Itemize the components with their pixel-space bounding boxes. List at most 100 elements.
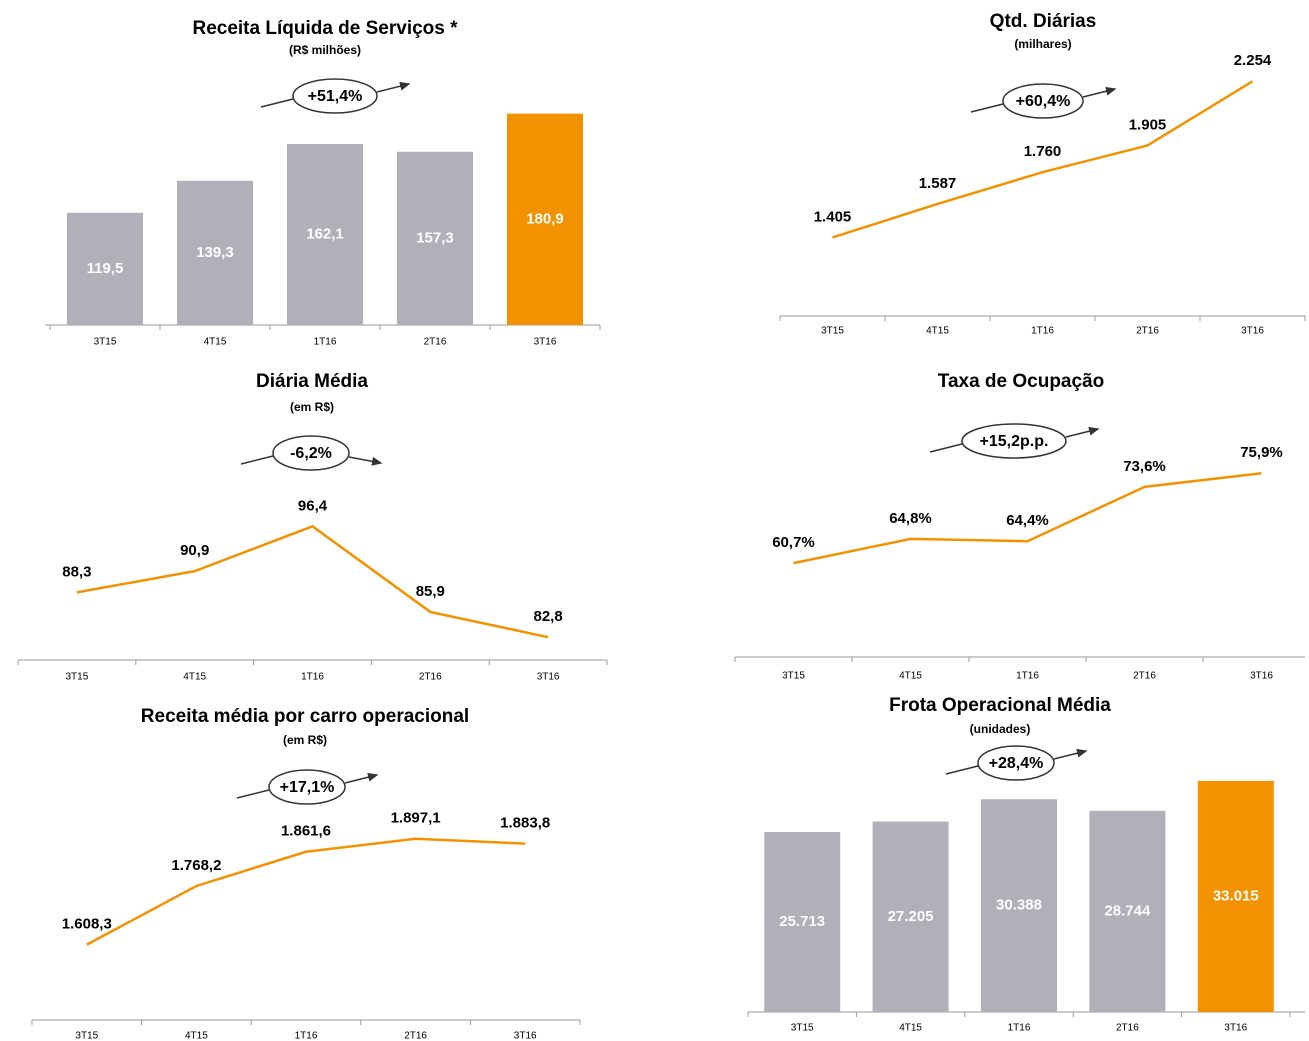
value-label: 85,9 [416,583,445,600]
x-tick-label: 3T16 [1224,1023,1247,1034]
x-tick-label: 3T16 [537,672,560,683]
value-label: 2.254 [1234,52,1272,69]
x-tick-label: 2T16 [1136,326,1159,337]
value-label: 73,6% [1123,458,1166,475]
x-tick-label: 3T15 [94,337,117,348]
value-label: 162,1 [306,225,344,242]
value-label: 75,9% [1240,444,1283,461]
bar [507,113,583,325]
value-label: 25.713 [779,913,825,930]
value-label: 1.760 [1024,143,1062,160]
value-label: 119,5 [87,260,124,277]
annotation-text: +51,4% [308,88,363,105]
value-label: 1.587 [919,175,957,192]
x-tick-label: 4T15 [899,1023,922,1034]
bar [397,151,473,325]
x-tick-label: 1T16 [1016,671,1039,682]
x-tick-label: 2T16 [419,672,442,683]
value-label: 180,9 [526,210,564,227]
annotation-line [970,103,1004,113]
bar [67,212,143,325]
value-label: 60,7% [772,534,815,551]
x-tick-label: 2T16 [1133,671,1156,682]
x-tick-label: 4T15 [204,337,227,348]
value-label: 1.897,1 [391,810,441,827]
value-label: 90,9 [180,542,209,559]
bar [872,821,949,1012]
chart-title: Diária Média [256,371,368,392]
annotation-line [945,765,979,775]
bar [287,143,363,325]
x-tick-label: 2T16 [424,337,447,348]
x-tick-label: 3T15 [791,1023,814,1034]
annotation-arrow [348,456,383,466]
value-label: 1.608,3 [62,916,112,933]
annotation-ellipse [292,78,378,114]
annotation-text: +15,2p.p. [980,433,1049,450]
chart-title: Frota Operacional Média [889,695,1111,716]
x-tick-label: 3T15 [75,1031,98,1041]
value-label: 64,4% [1006,512,1049,529]
value-label: 1.883,8 [500,815,550,832]
value-label: 28.744 [1104,902,1151,919]
value-label: 82,8 [533,608,562,625]
value-label: 139,3 [196,244,234,261]
annotation-ellipse [1002,83,1084,119]
annotation-arrow [1082,86,1117,98]
line [86,837,526,946]
annotation-arrow [1053,748,1088,760]
x-tick-label: 1T16 [301,672,324,683]
chart-title: Receita média por carro operacional [141,706,469,727]
annotation-text: +28,4% [989,755,1044,772]
x-tick-label: 3T16 [514,1031,537,1041]
annotation-arrow [344,772,379,784]
annotation-ellipse [268,769,346,805]
line [76,524,549,639]
x-tick-label: 3T15 [821,326,844,337]
value-label: 30.388 [996,897,1042,914]
x-tick-label: 2T16 [404,1031,427,1041]
x-tick-label: 3T16 [1250,671,1273,682]
annotation-text: -6,2% [290,445,332,462]
annotation-line [240,455,274,465]
x-tick-label: 2T16 [1116,1023,1139,1034]
x-tick-label: 3T15 [66,672,89,683]
annotation-text: +17,1% [280,779,335,796]
line [832,80,1254,239]
annotation-arrow [1065,426,1100,438]
x-tick-label: 1T16 [314,337,337,348]
x-tick-label: 4T15 [926,326,949,337]
chart-subtitle: (unidades) [970,722,1031,736]
chart-title: Receita Líquida de Serviços * [192,18,458,39]
value-label: 1.768,2 [171,857,221,874]
x-tick-label: 3T16 [1241,326,1264,337]
x-tick-label: 4T15 [185,1031,208,1041]
annotation-line [929,443,963,453]
value-label: 1.405 [814,208,852,225]
x-tick-label: 1T16 [1008,1023,1031,1034]
annotation-arrow [376,81,411,93]
x-tick-label: 4T15 [183,672,206,683]
value-label: 96,4 [298,497,328,514]
annotation-line [260,98,294,108]
bar [1197,780,1274,1012]
value-label: 64,8% [889,510,932,527]
line [793,472,1262,565]
x-tick-label: 3T15 [782,671,805,682]
value-label: 88,3 [62,563,91,580]
bar [1089,810,1166,1012]
bar [764,832,841,1012]
chart-title: Qtd. Diárias [990,11,1097,32]
chart-subtitle: (milhares) [1014,37,1071,51]
value-label: 157,3 [416,229,454,246]
x-tick-label: 4T15 [899,671,922,682]
annotation-line [236,789,270,799]
bar [981,799,1057,1012]
chart-subtitle: (em R$) [283,733,327,747]
chart-title: Taxa de Ocupação [938,371,1105,392]
value-label: 1.905 [1129,116,1167,133]
annotation-text: +60,4% [1016,93,1071,110]
annotation-ellipse [977,745,1055,781]
value-label: 1.861,6 [281,823,331,840]
